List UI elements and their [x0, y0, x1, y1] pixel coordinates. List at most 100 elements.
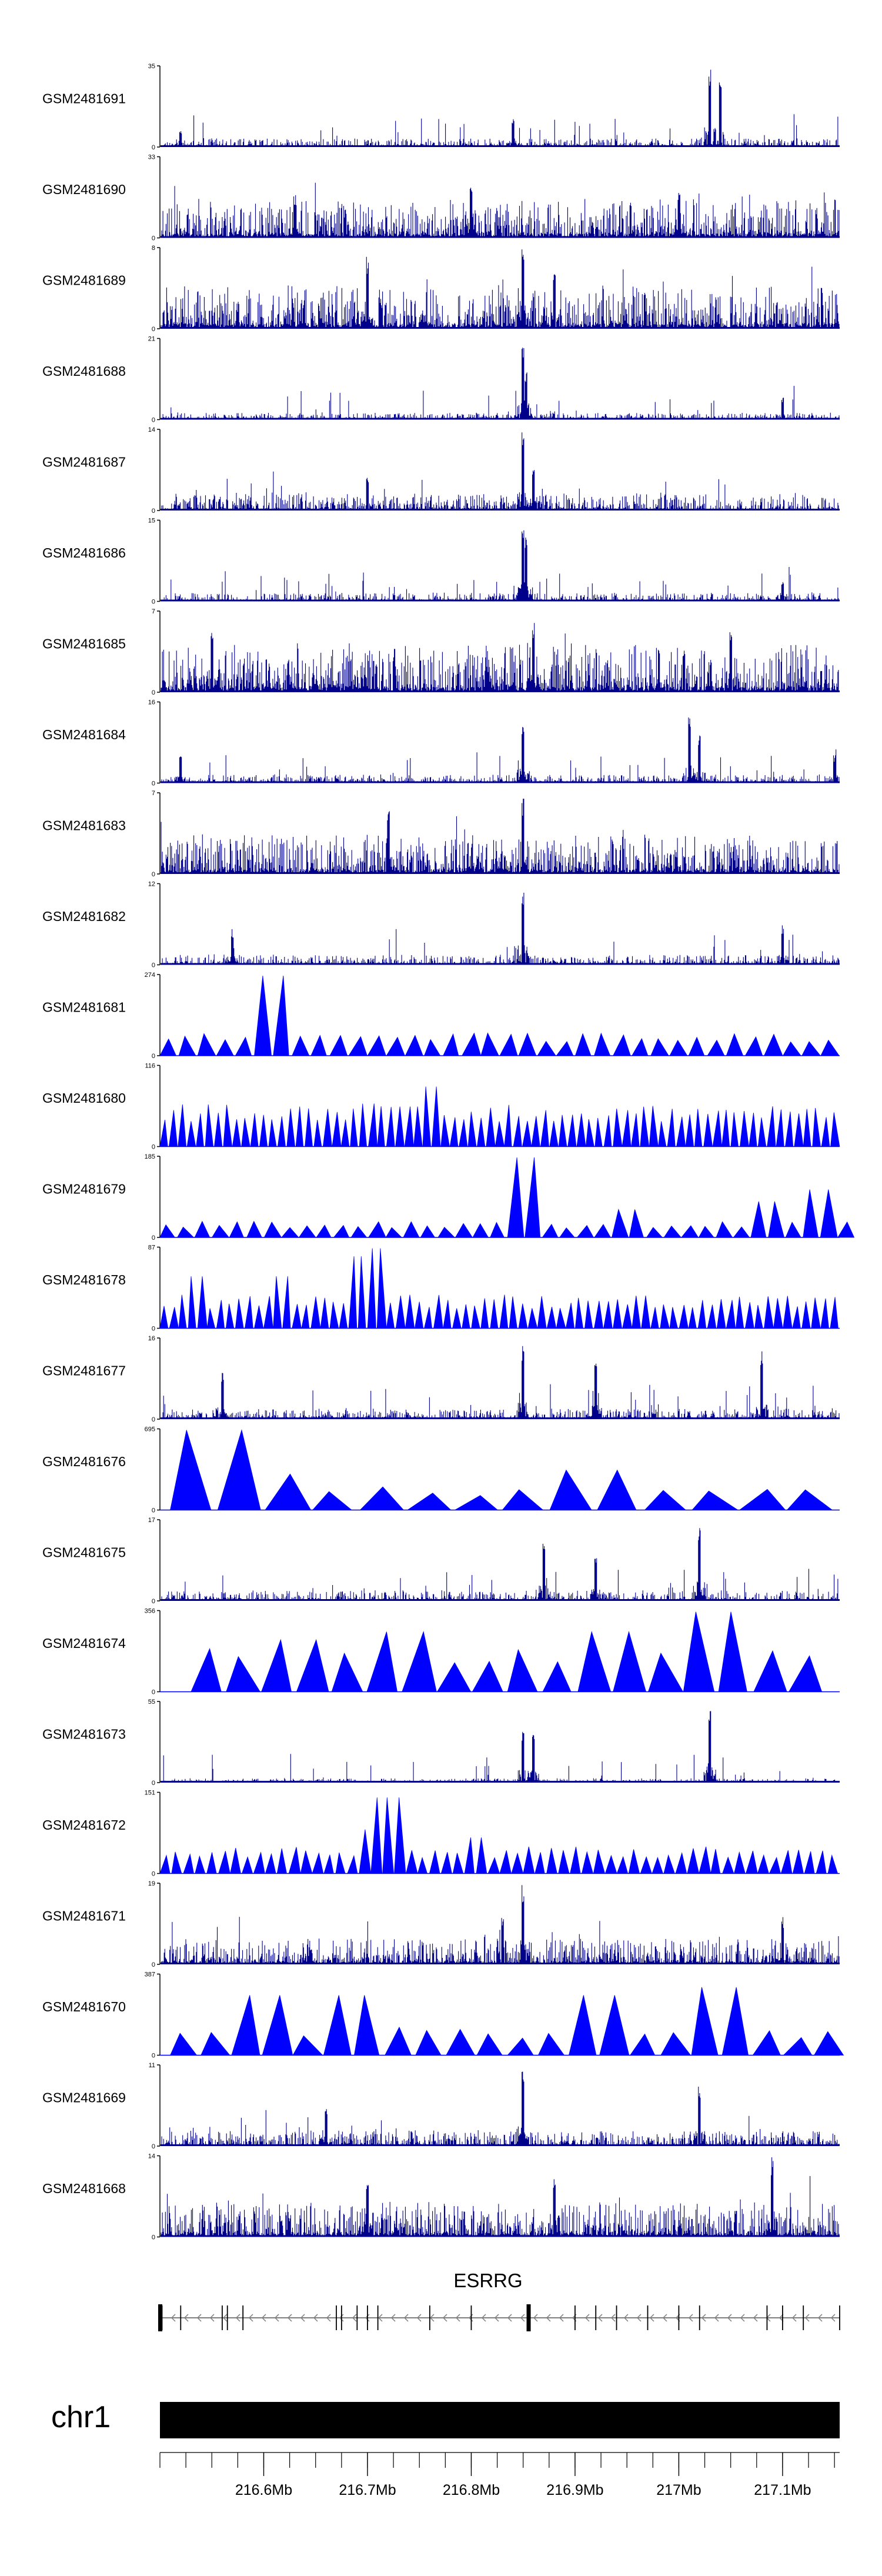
track-GSM2481683: GSM2481683 7 0	[42, 790, 840, 878]
y-max-label: 274	[145, 972, 155, 979]
y-min-label: 0	[152, 1780, 155, 1787]
track-label: GSM2481677	[42, 1363, 126, 1378]
y-max-label: 12	[148, 881, 155, 888]
track-label: GSM2481686	[42, 545, 126, 560]
track-label: GSM2481676	[42, 1454, 126, 1469]
coverage-baseline	[161, 145, 840, 147]
y-max-label: 16	[148, 1335, 155, 1342]
y-min-label: 0	[152, 144, 155, 151]
y-max-label: 116	[145, 1063, 155, 1070]
track-GSM2481685: GSM2481685 7 0	[42, 608, 840, 696]
y-max-label: 695	[145, 1426, 155, 1433]
y-max-label: 14	[148, 426, 155, 433]
y-min-label: 0	[152, 1598, 155, 1605]
track-GSM2481679: GSM2481679 185 0	[42, 1153, 855, 1242]
y-min-label: 0	[152, 1961, 155, 1968]
gene-exon-thick	[526, 2304, 531, 2331]
coverage-baseline	[161, 963, 840, 965]
coverage-bars	[161, 69, 840, 147]
coverage-bars	[161, 249, 840, 329]
coverage-triangles	[169, 1987, 844, 2056]
coverage-baseline	[161, 2144, 840, 2146]
y-max-label: 33	[148, 154, 155, 161]
track-GSM2481668: GSM2481668 14 0	[42, 2153, 840, 2241]
coverage-baseline	[161, 2235, 840, 2237]
y-max-label: 15	[148, 518, 155, 525]
y-max-label: 356	[145, 1608, 155, 1615]
track-label: GSM2481670	[42, 1999, 126, 2014]
coverage-bars	[161, 530, 840, 602]
y-min-label: 0	[152, 1053, 155, 1060]
coverage-bars	[161, 1346, 840, 1419]
x-tick-label: 216.6Mb	[235, 2482, 292, 2498]
coverage-baseline	[161, 1599, 840, 1601]
track-GSM2481673: GSM2481673 55 0	[42, 1699, 840, 1787]
y-max-label: 185	[145, 1153, 155, 1160]
y-min-label: 0	[152, 1234, 155, 1242]
coverage-triangles	[191, 1611, 823, 1692]
coverage-triangles	[159, 1248, 838, 1329]
y-max-label: 17	[148, 1517, 155, 1524]
track-label: GSM2481687	[42, 454, 126, 469]
y-min-label: 0	[152, 1689, 155, 1696]
track-label: GSM2481685	[42, 636, 126, 651]
coverage-baseline	[161, 690, 840, 692]
y-min-label: 0	[152, 326, 155, 333]
coverage-baseline	[161, 781, 840, 783]
track-label: GSM2481690	[42, 182, 126, 197]
gene-label: ESRRG	[453, 2270, 522, 2291]
track-label: GSM2481678	[42, 1272, 126, 1287]
x-tick-label: 216.9Mb	[546, 2482, 603, 2498]
coverage-baseline	[161, 509, 840, 510]
gene-track: ESRRG	[158, 2270, 840, 2331]
y-max-label: 19	[148, 1880, 155, 1887]
track-label: GSM2481672	[42, 1817, 126, 1833]
coverage-bars	[161, 623, 840, 692]
y-max-label: 21	[148, 336, 155, 343]
coverage-bars	[161, 1528, 840, 1601]
track-GSM2481676: GSM2481676 695 0	[42, 1426, 840, 1514]
y-min-label: 0	[152, 1416, 155, 1423]
track-GSM2481680: GSM2481680 116 0	[42, 1063, 840, 1151]
track-GSM2481684: GSM2481684 16 0	[42, 699, 840, 788]
coverage-baseline	[161, 1963, 840, 1964]
gene-exon-thick	[158, 2304, 162, 2331]
track-label: GSM2481680	[42, 1090, 126, 1106]
coverage-bars	[161, 182, 840, 238]
track-GSM2481687: GSM2481687 14 0	[42, 426, 840, 515]
coverage-bars	[161, 799, 840, 874]
y-min-label: 0	[152, 780, 155, 788]
y-min-label: 0	[152, 689, 155, 696]
x-tick-label: 216.7Mb	[339, 2482, 396, 2498]
y-max-label: 14	[148, 2153, 155, 2160]
y-min-label: 0	[152, 235, 155, 242]
y-min-label: 0	[152, 417, 155, 424]
y-max-label: 8	[152, 245, 155, 252]
coverage-bars	[161, 348, 840, 420]
track-label: GSM2481671	[42, 1908, 126, 1923]
coverage-bars	[161, 892, 840, 965]
coverage-baseline	[161, 236, 840, 238]
y-min-label: 0	[152, 1871, 155, 1878]
y-min-label: 0	[152, 1144, 155, 1151]
coverage-bars	[161, 432, 840, 510]
coverage-triangles	[170, 1429, 833, 1510]
track-GSM2481671: GSM2481671 19 0	[42, 1880, 840, 1968]
track-GSM2481688: GSM2481688 21 0	[42, 336, 840, 424]
track-label: GSM2481689	[42, 272, 126, 288]
y-max-label: 87	[148, 1244, 155, 1252]
track-label: GSM2481675	[42, 1544, 126, 1560]
x-tick-label: 216.8Mb	[443, 2482, 500, 2498]
coverage-baseline	[161, 599, 840, 602]
y-min-label: 0	[152, 2053, 155, 2060]
y-max-label: 55	[148, 1699, 155, 1706]
data-tracks: GSM2481691350GSM2481690330GSM248168980GS…	[42, 63, 855, 2241]
coverage-triangles	[159, 1086, 840, 1147]
coverage-baseline	[161, 872, 840, 874]
track-GSM2481686: GSM2481686 15 0	[42, 518, 840, 606]
y-min-label: 0	[152, 2143, 155, 2150]
x-tick-label: 217.1Mb	[754, 2482, 811, 2498]
track-label: GSM2481684	[42, 727, 126, 742]
coverage-bars	[161, 1885, 840, 1964]
